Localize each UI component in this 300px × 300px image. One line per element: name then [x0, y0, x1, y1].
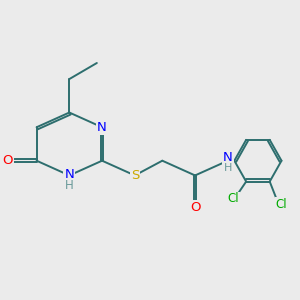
Text: Cl: Cl	[276, 198, 287, 211]
Text: H: H	[65, 179, 74, 192]
Text: N: N	[223, 151, 233, 164]
Text: N: N	[64, 168, 74, 181]
Text: O: O	[2, 154, 13, 167]
Text: Cl: Cl	[227, 193, 239, 206]
Text: S: S	[130, 169, 139, 182]
Text: H: H	[224, 163, 232, 173]
Text: N: N	[97, 121, 107, 134]
Text: O: O	[190, 201, 200, 214]
